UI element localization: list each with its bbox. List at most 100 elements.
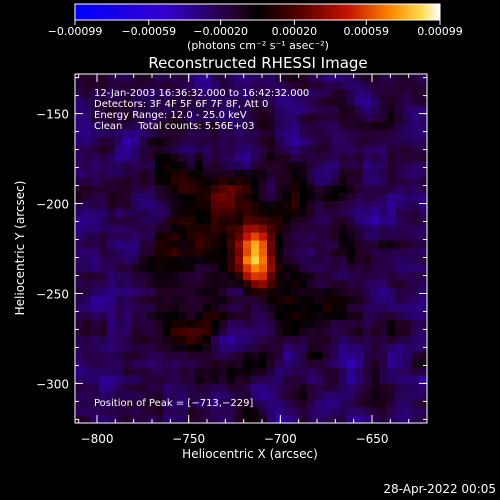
heatmap-cell xyxy=(347,256,356,265)
heatmap-cell xyxy=(219,89,228,99)
heatmap-cell xyxy=(75,264,84,273)
heatmap-cell xyxy=(275,415,284,424)
heatmap-cell xyxy=(403,185,412,194)
heatmap-cell xyxy=(179,343,188,353)
heatmap-cell xyxy=(387,81,396,91)
heatmap-cell xyxy=(251,105,260,115)
heatmap-cell xyxy=(331,97,340,107)
heatmap-cell xyxy=(139,232,148,242)
heatmap-cell xyxy=(411,391,420,400)
heatmap-cell xyxy=(315,407,324,416)
heatmap-cell xyxy=(403,169,412,178)
heatmap-cell xyxy=(291,296,300,305)
heatmap-cell xyxy=(307,192,316,202)
heatmap-cell xyxy=(403,280,412,289)
colorbar-tick-label: 0.00099 xyxy=(417,25,463,38)
heatmap-cell xyxy=(299,169,308,178)
heatmap-cell xyxy=(139,304,148,313)
heatmap-cell xyxy=(115,391,124,400)
heatmap-cell xyxy=(147,367,156,377)
heatmap-cell xyxy=(243,208,252,218)
heatmap-cell xyxy=(419,248,428,258)
heatmap-cell xyxy=(115,256,124,265)
heatmap-cell xyxy=(211,367,220,377)
heatmap-cell xyxy=(99,288,108,297)
heatmap-cell xyxy=(331,383,340,392)
heatmap-cell xyxy=(195,192,204,202)
heatmap-cell xyxy=(243,343,252,353)
heatmap-cell xyxy=(275,177,284,186)
heatmap-cell xyxy=(363,335,372,345)
heatmap-cell xyxy=(131,145,140,154)
heatmap-cell xyxy=(83,137,92,146)
heatmap-cell xyxy=(259,161,268,170)
heatmap-cell xyxy=(195,224,204,234)
heatmap-cell xyxy=(291,264,300,273)
heatmap-cell xyxy=(163,74,172,83)
heatmap-cell xyxy=(211,113,220,123)
heatmap-cell xyxy=(395,248,404,258)
heatmap-cell xyxy=(403,288,412,297)
heatmap-cell xyxy=(267,105,276,115)
heatmap-cell xyxy=(147,264,156,273)
colorbar-tick-label: −0.00020 xyxy=(193,25,248,38)
heatmap-cell xyxy=(283,185,292,194)
heatmap-cell xyxy=(419,169,428,178)
heatmap-cell xyxy=(267,264,276,273)
heatmap-cell xyxy=(267,399,276,408)
heatmap-cell xyxy=(139,177,148,186)
heatmap-cell xyxy=(331,375,340,384)
heatmap-cell xyxy=(339,200,348,210)
heatmap-cell xyxy=(315,256,324,265)
heatmap-cell xyxy=(395,200,404,210)
heatmap-cell xyxy=(387,105,396,115)
heatmap-cell xyxy=(139,351,148,361)
heatmap-cell xyxy=(211,192,220,202)
heatmap-cell xyxy=(371,367,380,377)
heatmap-cell xyxy=(387,224,396,234)
heatmap-cell xyxy=(235,375,244,384)
heatmap-cell xyxy=(83,280,92,289)
heatmap-cell xyxy=(139,264,148,273)
heatmap-cell xyxy=(123,105,132,115)
heatmap-cell xyxy=(187,161,196,170)
heatmap-cell xyxy=(211,304,220,313)
heatmap-cell xyxy=(83,343,92,353)
heatmap-cell xyxy=(419,97,428,107)
heatmap-cell xyxy=(387,343,396,353)
heatmap-cell xyxy=(315,161,324,170)
heatmap-cell xyxy=(307,169,316,178)
heatmap-cell xyxy=(219,327,228,337)
heatmap-cell xyxy=(251,399,260,408)
heatmap-cell xyxy=(123,351,132,361)
heatmap-cell xyxy=(139,359,148,369)
heatmap-cell xyxy=(403,105,412,115)
heatmap-cell xyxy=(139,248,148,258)
heatmap-cell xyxy=(187,256,196,265)
heatmap-cell xyxy=(339,311,348,321)
heatmap-cell xyxy=(75,97,84,107)
heatmap-cell xyxy=(75,129,84,139)
heatmap-cell xyxy=(283,288,292,297)
heatmap-cell xyxy=(331,240,340,250)
heatmap-cell xyxy=(251,145,260,154)
heatmap-cell xyxy=(251,153,260,162)
heatmap-cell xyxy=(123,208,132,218)
heatmap-cell xyxy=(187,407,196,416)
heatmap-cell xyxy=(419,367,428,377)
heatmap-cell xyxy=(363,327,372,337)
chart-title: Reconstructed RHESSI Image xyxy=(148,54,367,72)
heatmap-cell xyxy=(227,105,236,115)
heatmap-cell xyxy=(195,367,204,377)
heatmap-cell xyxy=(251,161,260,170)
heatmap-cell xyxy=(363,129,372,139)
heatmap-cell xyxy=(155,129,164,139)
heatmap-cell xyxy=(259,185,268,194)
heatmap-cell xyxy=(203,216,212,226)
heatmap-cell xyxy=(107,161,116,170)
heatmap-cell xyxy=(315,327,324,337)
heatmap-cell xyxy=(155,97,164,107)
heatmap-cell xyxy=(211,169,220,178)
heatmap-cell xyxy=(235,185,244,194)
heatmap-cell xyxy=(411,296,420,305)
